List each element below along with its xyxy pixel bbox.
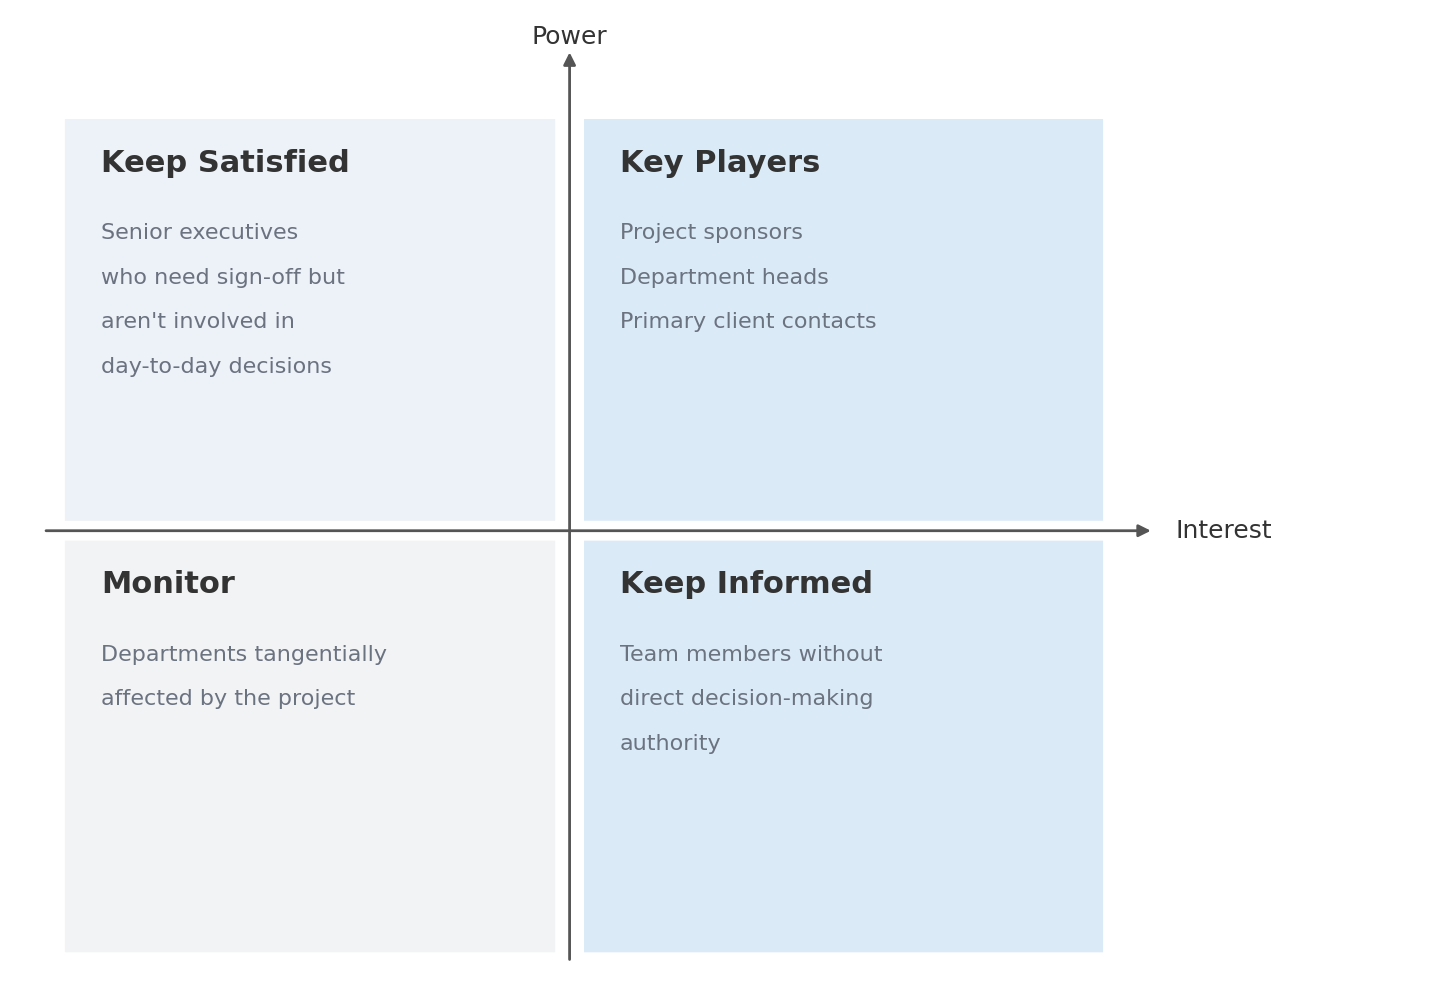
Text: Keep Satisfied: Keep Satisfied	[101, 149, 350, 178]
Text: Departments tangentially: Departments tangentially	[101, 645, 386, 665]
Text: aren't involved in: aren't involved in	[101, 312, 294, 332]
Text: Department heads: Department heads	[620, 268, 829, 288]
Text: Project sponsors: Project sponsors	[620, 223, 803, 243]
Text: Power: Power	[532, 25, 607, 49]
FancyBboxPatch shape	[65, 541, 555, 952]
Text: who need sign-off but: who need sign-off but	[101, 268, 345, 288]
FancyBboxPatch shape	[584, 541, 1103, 952]
Text: Key Players: Key Players	[620, 149, 820, 178]
Text: Team members without: Team members without	[620, 645, 883, 665]
Text: affected by the project: affected by the project	[101, 689, 355, 709]
FancyBboxPatch shape	[65, 119, 555, 521]
Text: Monitor: Monitor	[101, 570, 235, 599]
FancyBboxPatch shape	[584, 119, 1103, 521]
Text: authority: authority	[620, 734, 721, 754]
Text: direct decision-making: direct decision-making	[620, 689, 874, 709]
Text: Keep Informed: Keep Informed	[620, 570, 872, 599]
Text: Senior executives: Senior executives	[101, 223, 298, 243]
Text: day-to-day decisions: day-to-day decisions	[101, 357, 332, 377]
Text: Interest: Interest	[1175, 519, 1272, 543]
Text: Primary client contacts: Primary client contacts	[620, 312, 877, 332]
